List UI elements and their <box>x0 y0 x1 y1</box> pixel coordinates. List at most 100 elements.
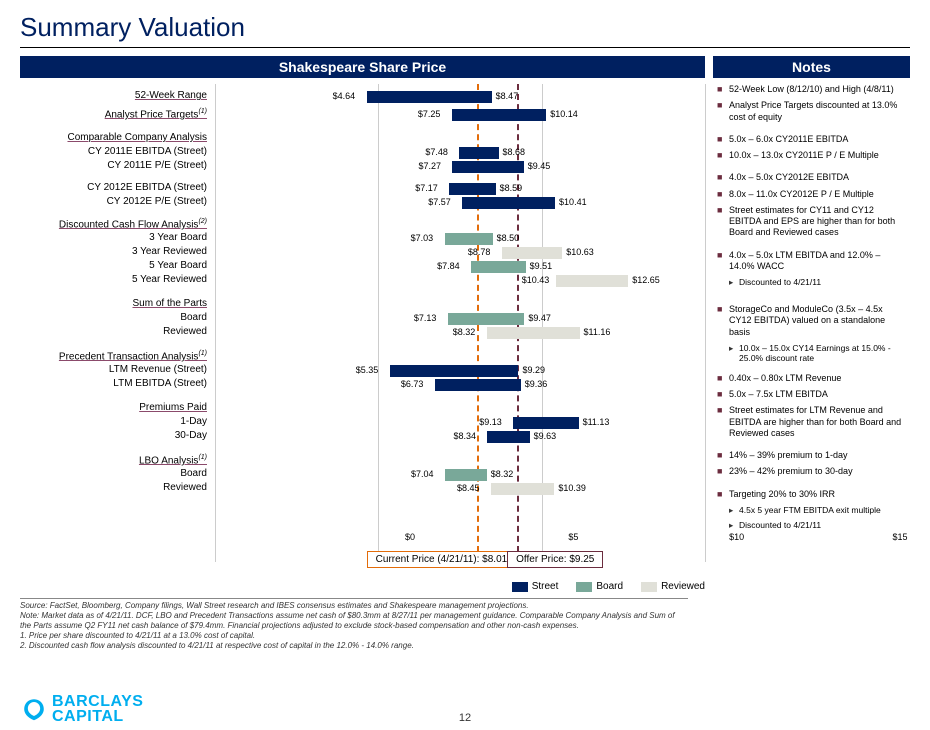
bar-low-label: $7.17 <box>415 183 438 193</box>
sub-bullet-icon: ▸ <box>729 277 739 288</box>
note-subtext: 10.0x – 15.0x CY14 Earnings at 15.0% - 2… <box>739 343 906 363</box>
bar-low-label: $7.84 <box>437 261 460 271</box>
bullet-icon: ■ <box>717 205 729 239</box>
range-bar <box>471 261 526 273</box>
row-label: 3 Year Board <box>149 232 207 243</box>
note-item: ■Street estimates for CY11 and CY12 EBIT… <box>717 205 906 239</box>
row-label: Precedent Transaction Analysis(1) <box>59 350 207 362</box>
bullet-icon: ■ <box>717 134 729 145</box>
note-text: Street estimates for LTM Revenue and EBI… <box>729 405 906 439</box>
row-label: 3 Year Reviewed <box>132 246 207 257</box>
bullet-icon: ■ <box>717 304 729 338</box>
row-label: Discounted Cash Flow Analysis(2) <box>59 218 207 230</box>
row-label: Reviewed <box>163 482 207 493</box>
row-label: Board <box>180 312 207 323</box>
note-text: 8.0x – 11.0x CY2012E P / E Multiple <box>729 189 874 200</box>
bar-high-label: $10.39 <box>558 483 586 493</box>
gridline <box>378 84 379 562</box>
bar-high-label: $8.47 <box>496 91 519 101</box>
bar-high-label: $8.59 <box>500 183 523 193</box>
x-tick: $15 <box>892 532 907 542</box>
range-bar <box>462 197 555 209</box>
footnote-line: Source: FactSet, Bloomberg, Company fili… <box>20 601 688 611</box>
range-bar <box>513 417 578 429</box>
sub-bullet-icon: ▸ <box>729 505 739 516</box>
legend-label: Reviewed <box>661 581 705 592</box>
note-text: Analyst Price Targets discounted at 13.0… <box>729 100 906 123</box>
bar-low-label: $6.73 <box>401 379 424 389</box>
gridline <box>705 84 706 562</box>
row-label: Sum of the Parts <box>133 298 207 309</box>
bar-low-label: $9.13 <box>479 417 502 427</box>
row-label: 52-Week Range <box>135 90 207 101</box>
chart-column: Shakespeare Share Price 52-Week Range Ana… <box>20 56 705 592</box>
row-label: LBO Analysis(1) <box>139 454 207 466</box>
bullet-icon: ■ <box>717 389 729 400</box>
bar-high-label: $10.14 <box>550 109 578 119</box>
bar-high-label: $9.63 <box>534 431 557 441</box>
note-item: ■Targeting 20% to 30% IRR <box>717 489 906 500</box>
note-item: ■StorageCo and ModuleCo (3.5x – 4.5x CY1… <box>717 304 906 338</box>
row-label: LTM EBITDA (Street) <box>113 378 207 389</box>
logo-line1: BARCLAYS <box>52 694 143 709</box>
range-bar <box>448 313 524 325</box>
barclays-logo: BARCLAYS CAPITAL <box>20 694 143 724</box>
note-item: ■23% – 42% premium to 30-day <box>717 466 906 477</box>
bar-low-label: $7.57 <box>428 197 451 207</box>
note-text: 10.0x – 13.0x CY2011E P / E Multiple <box>729 150 879 161</box>
row-label: 5 Year Reviewed <box>132 274 207 285</box>
bar-high-label: $11.13 <box>583 417 610 427</box>
bullet-icon: ■ <box>717 450 729 461</box>
bar-high-label: $8.68 <box>503 147 526 157</box>
note-item: ■14% – 39% premium to 1-day <box>717 450 906 461</box>
offer-price-box: Offer Price: $9.25 <box>507 551 603 568</box>
note-text: 4.0x – 5.0x LTM EBITDA and 12.0% – 14.0%… <box>729 250 906 273</box>
bullet-icon: ■ <box>717 373 729 384</box>
footnote-line: Note: Market data as of 4/21/11. DCF, LB… <box>20 611 688 631</box>
row-label: CY 2011E EBITDA (Street) <box>88 146 207 157</box>
bar-low-label: $8.32 <box>453 327 476 337</box>
row-label: Reviewed <box>163 326 207 337</box>
bullet-icon: ■ <box>717 172 729 183</box>
bullet-icon: ■ <box>717 466 729 477</box>
legend-swatch <box>576 582 592 592</box>
row-label: 5 Year Board <box>149 260 207 271</box>
chart-header: Shakespeare Share Price <box>20 56 705 78</box>
note-subitem: ▸10.0x – 15.0x CY14 Earnings at 15.0% - … <box>729 343 906 363</box>
chart-area: 52-Week RangeAnalyst Price Targets(1)Com… <box>20 82 705 592</box>
note-text: Street estimates for CY11 and CY12 EBITD… <box>729 205 906 239</box>
x-tick: $5 <box>568 532 578 542</box>
row-label: LTM Revenue (Street) <box>109 364 207 375</box>
note-item: ■5.0x – 7.5x LTM EBITDA <box>717 389 906 400</box>
note-item: ■0.40x – 0.80x LTM Revenue <box>717 373 906 384</box>
note-subitem: ▸4.5x 5 year FTM EBITDA exit multiple <box>729 505 906 516</box>
note-text: 23% – 42% premium to 30-day <box>729 466 853 477</box>
bar-high-label: $11.16 <box>584 327 611 337</box>
row-label: 1-Day <box>180 416 207 427</box>
range-bar <box>452 161 523 173</box>
row-label: Premiums Paid <box>139 402 207 413</box>
note-text: 4.0x – 5.0x CY2012E EBITDA <box>729 172 849 183</box>
note-text: Targeting 20% to 30% IRR <box>729 489 835 500</box>
x-tick: $10 <box>729 532 744 542</box>
legend-label: Street <box>532 581 559 592</box>
note-text: StorageCo and ModuleCo (3.5x – 4.5x CY12… <box>729 304 906 338</box>
page-title: Summary Valuation <box>20 12 910 43</box>
row-label: Analyst Price Targets(1) <box>105 108 207 120</box>
footnote-line: 2. Discounted cash flow analysis discoun… <box>20 641 688 651</box>
note-item: ■8.0x – 11.0x CY2012E P / E Multiple <box>717 189 906 200</box>
bar-low-label: $10.43 <box>522 275 550 285</box>
bar-low-label: $7.25 <box>418 109 441 119</box>
note-subitem: ▸Discounted to 4/21/11 <box>729 277 906 288</box>
legend-swatch <box>641 582 657 592</box>
bullet-icon: ■ <box>717 489 729 500</box>
bar-high-label: $10.63 <box>566 247 594 257</box>
x-tick: $0 <box>405 532 415 542</box>
range-bar <box>435 379 521 391</box>
page-number: 12 <box>459 712 471 724</box>
title-rule <box>20 47 910 48</box>
sub-bullet-icon: ▸ <box>729 343 739 363</box>
row-label: CY 2011E P/E (Street) <box>107 160 207 171</box>
bar-low-label: $7.27 <box>418 161 441 171</box>
bar-high-label: $9.29 <box>522 365 545 375</box>
